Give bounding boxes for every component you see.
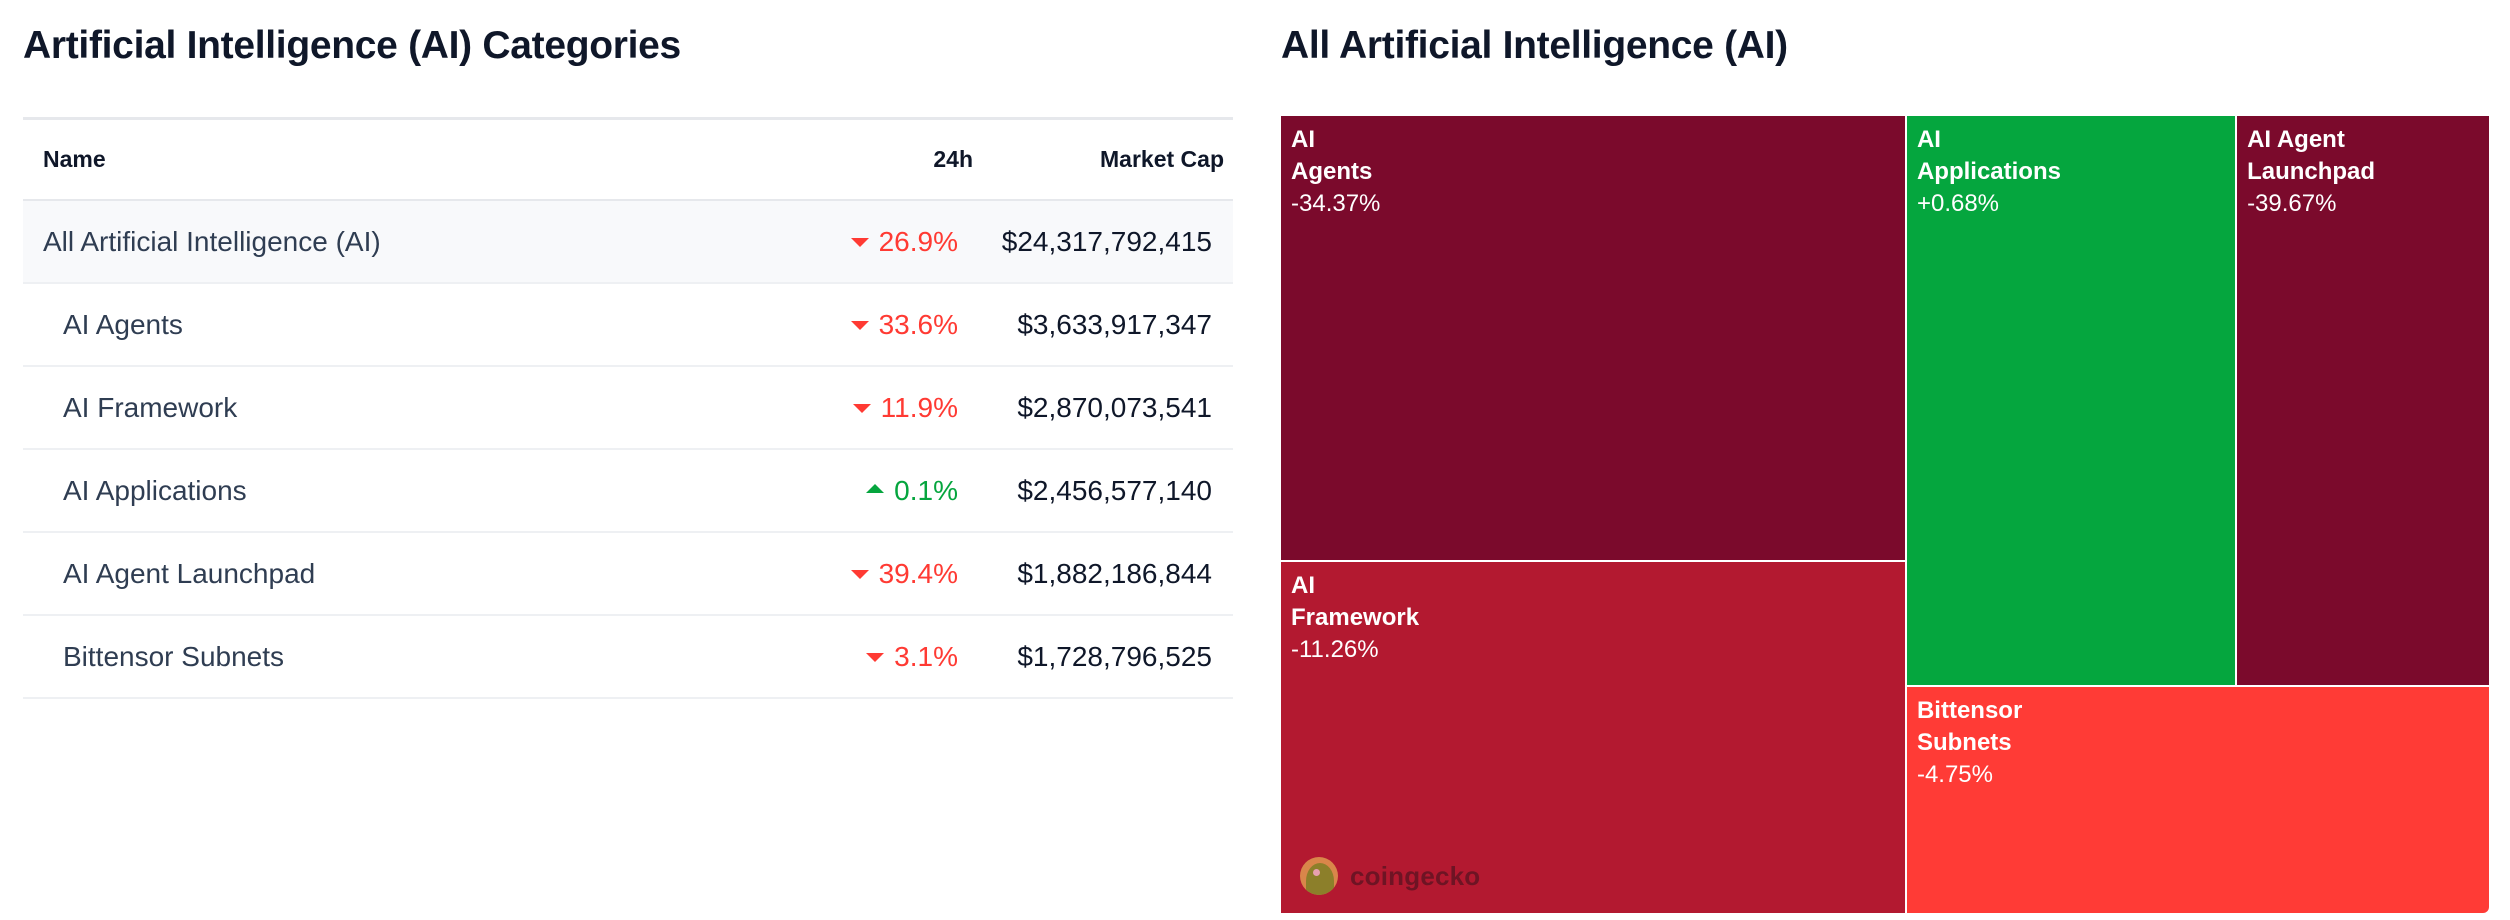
tile-change-label: +0.68%: [1916, 190, 2000, 217]
table-row[interactable]: Bittensor Subnets 3.1% $1,728,796,525: [23, 616, 1233, 699]
caret-down-icon: [850, 321, 869, 330]
change-24h: 11.9%: [852, 367, 958, 448]
tile-label: AI: [1916, 126, 1941, 153]
column-header-24h[interactable]: 24h: [933, 146, 973, 172]
caret-down-icon: [866, 653, 885, 662]
tile-label: Framework: [1291, 604, 1420, 632]
category-name-link[interactable]: AI Agent Launchpad: [63, 557, 316, 589]
change-24h: 39.4%: [850, 533, 958, 614]
table-header-row: Name 24h Market Cap: [23, 120, 1233, 201]
treemap-title: All Artificial Intelligence (AI): [1281, 24, 1788, 67]
tile-change-label: -39.67%: [2247, 190, 2337, 217]
coingecko-logo-icon: [1300, 857, 1338, 895]
table-body: All Artificial Intelligence (AI) 26.9% $24…: [23, 201, 1233, 699]
category-name-link[interactable]: Bittensor Subnets: [63, 640, 285, 672]
treemap-tile[interactable]: AI Agent Launchpad -39.67%: [2237, 116, 2489, 685]
caret-down-icon: [852, 404, 871, 413]
column-header-market-cap[interactable]: Market Cap: [1100, 146, 1224, 172]
tile-label: Subnets: [1916, 728, 2012, 756]
category-name-link[interactable]: AI Framework: [63, 391, 238, 423]
change-24h: 3.1%: [866, 616, 958, 697]
watermark-text: coingecko: [1350, 860, 1481, 891]
change-value: 26.9%: [878, 225, 958, 257]
tile-change-label: -34.37%: [1291, 190, 1381, 217]
tile-label: AI Agent: [2247, 126, 2345, 153]
change-value: 39.4%: [878, 557, 958, 589]
table-row[interactable]: AI Framework 11.9% $2,870,073,541: [23, 367, 1233, 450]
tile-label: Applications: [1916, 158, 2061, 185]
category-name-link[interactable]: All Artificial Intelligence (AI): [43, 225, 381, 257]
market-cap-value: $1,882,186,844: [1017, 557, 1212, 589]
tile-change-label: -4.75%: [1916, 760, 1993, 788]
caret-up-icon: [866, 484, 885, 493]
caret-down-icon: [850, 570, 869, 579]
tile-label: AI: [1291, 572, 1315, 600]
change-value: 11.9%: [880, 391, 958, 423]
caret-down-icon: [850, 238, 869, 247]
column-header-name[interactable]: Name: [43, 146, 106, 172]
change-24h: 33.6%: [850, 284, 958, 365]
table-row-parent[interactable]: All Artificial Intelligence (AI) 26.9% $24…: [23, 201, 1233, 284]
table-row[interactable]: AI Applications 0.1% $2,456,577,140: [23, 450, 1233, 533]
treemap-tile[interactable]: Bittensor Subnets -4.75%: [1906, 686, 2489, 913]
tile-label: Launchpad: [2247, 158, 2376, 185]
market-cap-value: $2,870,073,541: [1017, 391, 1212, 423]
market-cap-value: $2,456,577,140: [1017, 474, 1212, 506]
change-value: 3.1%: [894, 640, 958, 672]
table-row[interactable]: AI Agents 33.6% $3,633,917,347: [23, 284, 1233, 367]
market-cap-value: $3,633,917,347: [1017, 308, 1212, 340]
treemap-tile[interactable]: AI Agents -34.37%: [1281, 116, 1905, 561]
change-24h: 26.9%: [850, 201, 958, 282]
treemap-chart: Bittensor Subnets -4.75% AI Agent Launchpad -…: [1281, 116, 2489, 913]
tile-label: AI: [1291, 126, 1315, 153]
tile-change-label: -11.26%: [1291, 636, 1379, 664]
treemap-tile[interactable]: AI Framework -11.26%: [1281, 562, 1905, 913]
change-24h: 0.1%: [866, 450, 958, 531]
category-name-link[interactable]: AI Agents: [63, 308, 183, 340]
market-cap-value: $1,728,796,525: [1017, 640, 1212, 672]
coingecko-watermark: coingecko: [1300, 857, 1480, 895]
categories-title: Artificial Intelligence (AI) Categories: [23, 24, 681, 67]
table-row[interactable]: AI Agent Launchpad 39.4% $1,882,186,844: [23, 533, 1233, 616]
category-name-link[interactable]: AI Applications: [63, 474, 247, 506]
market-cap-value: $24,317,792,415: [1001, 225, 1212, 257]
change-value: 33.6%: [878, 308, 958, 340]
tile-label: Agents: [1291, 158, 1373, 185]
categories-table: Name 24h Market Cap All Artificial Intel…: [23, 117, 1233, 699]
change-value: 0.1%: [894, 474, 958, 506]
tile-label: Bittensor: [1916, 696, 2023, 724]
treemap-tile[interactable]: AI Applications +0.68%: [1906, 116, 2236, 685]
